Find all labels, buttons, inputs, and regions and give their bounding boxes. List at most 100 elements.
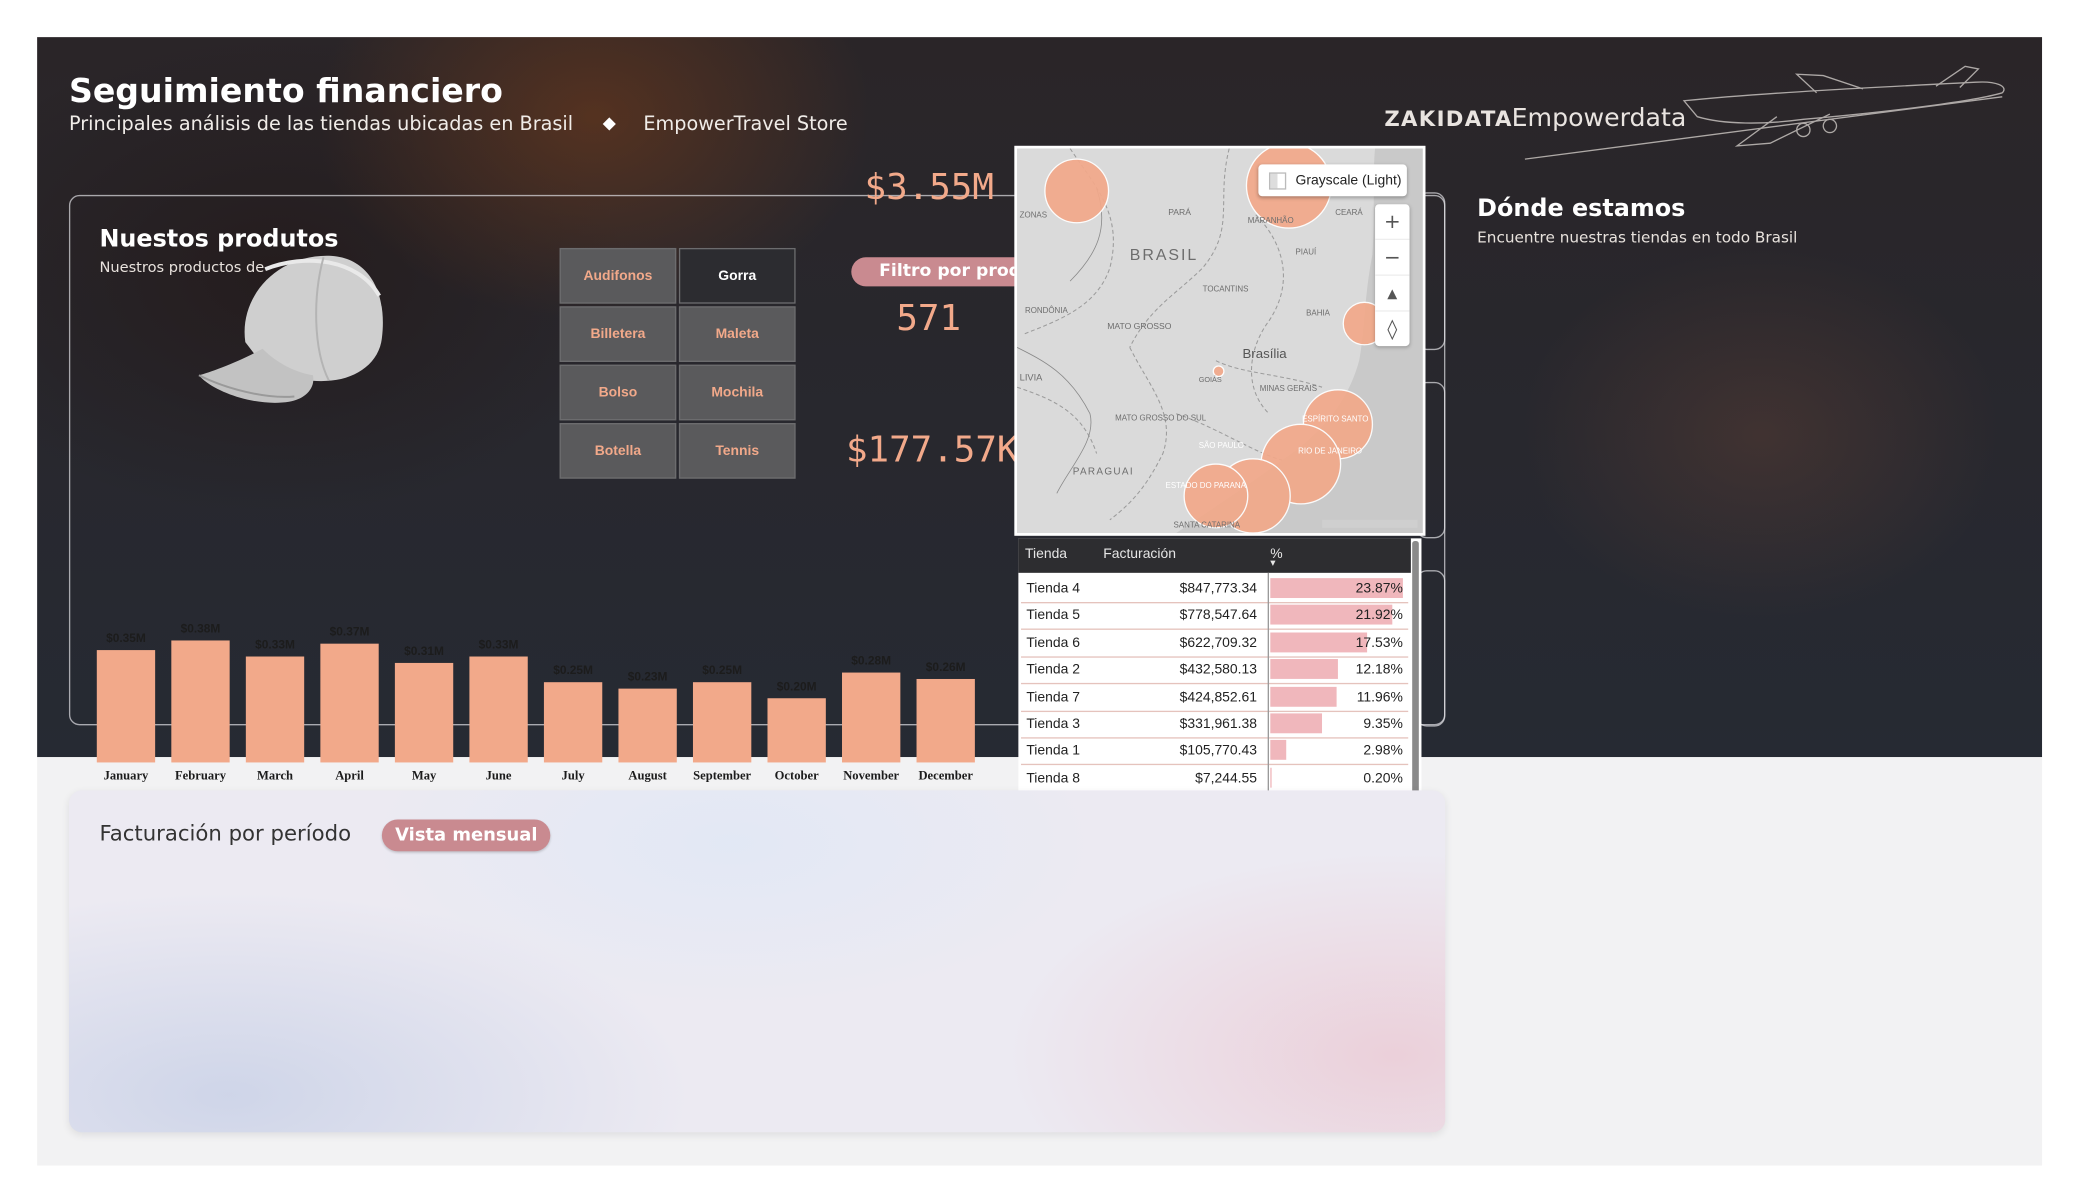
diamond-icon: [602, 116, 617, 130]
map-label-mato-grosso-do-sul: MATO GROSSO DO SUL: [1115, 413, 1207, 422]
map-label-piaui: PIAUÍ: [1296, 248, 1318, 257]
product-tile-billetera[interactable]: Billetera: [559, 306, 677, 362]
product-tile-mochila[interactable]: Mochila: [678, 364, 796, 421]
bar-december[interactable]: [916, 678, 975, 763]
month-tick-label: June: [486, 769, 512, 783]
row-pct: 2.98%: [1363, 743, 1403, 759]
map-attribution: [1322, 519, 1418, 528]
table-row[interactable]: Tienda 4 $847,773.34 23.87%: [1021, 575, 1409, 604]
compass-icon[interactable]: ◊: [1387, 316, 1398, 341]
header-facturacion[interactable]: Facturación: [1103, 546, 1176, 563]
product-slicer: Audifonos Gorra Billetera Maleta Bolso M…: [559, 247, 796, 479]
table-row[interactable]: Tienda 1 $105,770.43 2.98%: [1021, 738, 1409, 766]
bar-april[interactable]: [320, 643, 379, 763]
row-revenue: $778,547.64: [1179, 607, 1258, 624]
product-filter-button[interactable]: Filtro por producto: [851, 257, 1037, 287]
table-row[interactable]: Tienda 3 $331,961.38 9.35%: [1021, 711, 1409, 739]
map-label-bolivia: LIVIA: [1020, 373, 1043, 383]
bar-february[interactable]: [171, 640, 230, 763]
map-label-mato-grosso: MATO GROSSO: [1107, 321, 1172, 331]
subtitle-text: Principales análisis de las tiendas ubic…: [68, 114, 574, 136]
row-pct: 12.18%: [1355, 661, 1403, 678]
page-subtitle: Principales análisis de las tiendas ubic…: [69, 114, 848, 135]
period-panel: [68, 790, 1446, 1133]
row-store: Tienda 3: [1026, 716, 1081, 732]
share-bar: [1270, 740, 1287, 761]
bar-january[interactable]: [96, 650, 156, 763]
share-bar: [1270, 713, 1323, 734]
kpi-total-revenue: $3.55M: [864, 167, 994, 209]
share-bar: [1270, 659, 1338, 680]
header-pct[interactable]: %: [1270, 546, 1283, 563]
table-row[interactable]: Tienda 5 $778,547.64 21.92%: [1021, 603, 1409, 631]
month-tick-label: January: [104, 769, 149, 783]
stores-map[interactable]: BRASIL Brasília PARÁ MARANHÃO CEARÁ PIAU…: [1014, 145, 1426, 536]
bar-may[interactable]: [394, 662, 454, 763]
bar-september[interactable]: [692, 682, 752, 763]
row-store: Tienda 7: [1026, 688, 1081, 705]
product-tile-gorra[interactable]: Gorra: [678, 247, 796, 304]
bar-march[interactable]: [245, 656, 305, 763]
bar-value-label: $0.33M: [255, 638, 295, 652]
row-store: Tienda 5: [1026, 607, 1081, 624]
products-subtitle: Nuestros productos de: [99, 258, 265, 276]
kpi-count: 571: [896, 298, 962, 340]
row-store: Tienda 1: [1026, 743, 1081, 759]
row-store: Tienda 6: [1026, 634, 1081, 651]
brand-logo-zakidata: ZAKIDATA: [1384, 106, 1513, 132]
table-header: Tienda Facturación % ▾: [1018, 538, 1411, 573]
map-label-amazonas: ZONAS: [1020, 210, 1047, 219]
map-canvas[interactable]: BRASIL Brasília PARÁ MARANHÃO CEARÁ PIAU…: [1017, 148, 1423, 534]
table-scrollbar[interactable]: [1412, 541, 1419, 807]
brand-logo-empowerdata: Empowerdata: [1511, 103, 1687, 133]
table-row[interactable]: Tienda 8 $7,244.55 0.20%: [1021, 765, 1409, 793]
map-label-sao-paulo: SÃO PAULO: [1199, 441, 1244, 450]
cap-image: [198, 255, 383, 403]
month-tick-label: May: [412, 769, 437, 783]
map-label-espirito-santo: ESPÍRITO SANTO: [1302, 415, 1368, 424]
bar-august[interactable]: [618, 688, 677, 763]
header-tienda[interactable]: Tienda: [1024, 546, 1068, 563]
row-pct: 11.96%: [1356, 688, 1403, 705]
bar-value-label: $0.35M: [106, 631, 146, 645]
row-revenue: $105,770.43: [1179, 743, 1258, 759]
bar-november[interactable]: [842, 672, 901, 763]
bar-october[interactable]: [767, 698, 826, 763]
month-tick-label: November: [843, 769, 899, 783]
product-tile-audifonos[interactable]: Audifonos: [559, 247, 677, 304]
map-label-tocantins: TOCANTINS: [1203, 285, 1249, 294]
airplane-icon: [1524, 65, 2005, 160]
map-style-selector[interactable]: Grayscale (Light): [1258, 164, 1407, 197]
bar-july[interactable]: [543, 682, 603, 763]
map-label-santa-catarina: SANTA CATARINA: [1174, 521, 1241, 530]
map-label-paraguai: PARAGUAI: [1073, 467, 1134, 478]
table-row[interactable]: Tienda 2 $432,580.13 12.18%: [1021, 657, 1409, 685]
month-tick-label: April: [335, 769, 364, 783]
bar-value-label: $0.28M: [851, 654, 891, 668]
zoom-out-icon[interactable]: −: [1375, 240, 1410, 276]
product-tile-tennis[interactable]: Tennis: [678, 422, 796, 479]
bar-value-label: $0.20M: [777, 679, 817, 693]
table-row[interactable]: Tienda 6 $622,709.32 17.53%: [1021, 630, 1409, 658]
row-pct: 9.35%: [1363, 716, 1403, 732]
bar-june[interactable]: [469, 656, 528, 763]
zoom-in-icon[interactable]: +: [1375, 204, 1410, 241]
monthly-view-toggle[interactable]: Vista mensual: [381, 819, 551, 852]
row-store: Tienda 2: [1026, 661, 1081, 678]
month-tick-label: March: [257, 769, 293, 783]
product-tile-bolso[interactable]: Bolso: [559, 364, 677, 421]
map-label-parana: ESTADO DO PARANÁ: [1166, 481, 1247, 490]
map-label-rio-de-janeiro: RIO DE JANEIRO: [1298, 446, 1362, 455]
products-title: Nuestos produtos: [99, 225, 339, 254]
map-label-country: BRASIL: [1130, 247, 1199, 264]
product-tile-botella[interactable]: Botella: [559, 422, 677, 479]
tilt-icon[interactable]: ▴: [1375, 276, 1410, 312]
table-row[interactable]: Tienda 7 $424,852.61 11.96%: [1021, 684, 1409, 712]
row-revenue: $424,852.61: [1179, 688, 1258, 705]
row-pct: 17.53%: [1355, 634, 1403, 651]
map-label-para: PARÁ: [1168, 207, 1191, 217]
sort-desc-icon[interactable]: ▾: [1270, 556, 1276, 569]
monthly-revenue-chart: $0.35M January $0.38M February $0.33M March $0…: [96, 622, 975, 783]
bar-value-label: $0.31M: [404, 644, 444, 658]
product-tile-maleta[interactable]: Maleta: [678, 306, 796, 362]
